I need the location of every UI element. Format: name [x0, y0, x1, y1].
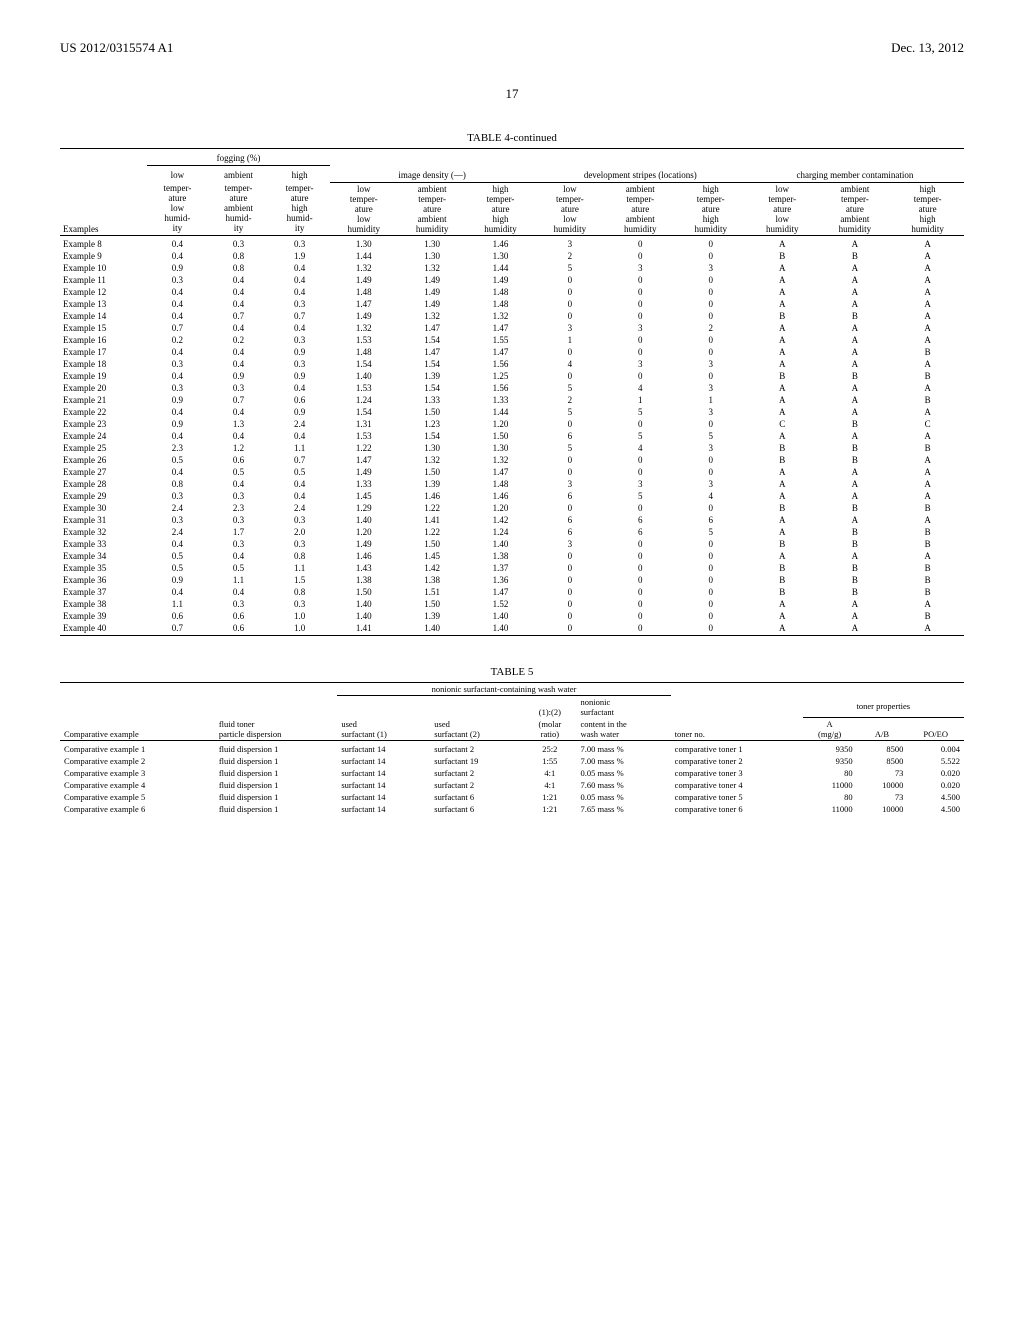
table-row: Comparative example 1fluid dispersion 1s…: [60, 743, 964, 755]
table-row: Example 390.60.61.01.401.391.40000AAB: [60, 610, 964, 622]
table-row: Comparative example 4fluid dispersion 1s…: [60, 779, 964, 791]
table-row: Example 160.20.20.31.531.541.55100AAA: [60, 334, 964, 346]
table-row: Example 210.90.70.61.241.331.33211AAB: [60, 394, 964, 406]
table-row: Comparative example 2fluid dispersion 1s…: [60, 755, 964, 767]
table5-title: TABLE 5: [60, 666, 964, 678]
table-row: Example 340.50.40.81.461.451.38000AAA: [60, 550, 964, 562]
table-row: Example 200.30.30.41.531.541.56543AAA: [60, 382, 964, 394]
table-row: Example 370.40.40.81.501.511.47000BBB: [60, 586, 964, 598]
table-row: Comparative example 3fluid dispersion 1s…: [60, 767, 964, 779]
table-row: Example 302.42.32.41.291.221.20000BBB: [60, 502, 964, 514]
table-row: Example 80.40.30.31.301.301.46300AAA: [60, 238, 964, 250]
table-row: Example 90.40.81.91.441.301.30200BBA: [60, 250, 964, 262]
table5: nonionic surfactant-containing wash wate…: [60, 682, 964, 816]
table-row: Example 100.90.80.41.321.321.44533AAA: [60, 262, 964, 274]
table-row: Example 290.30.30.41.451.461.46654AAA: [60, 490, 964, 502]
table-row: Example 252.31.21.11.221.301.30543BBB: [60, 442, 964, 454]
table-row: Example 360.91.11.51.381.381.36000BBB: [60, 574, 964, 586]
table-row: Comparative example 6fluid dispersion 1s…: [60, 803, 964, 815]
table-row: Example 310.30.30.31.401.411.42666AAA: [60, 514, 964, 526]
table4-title: TABLE 4-continued: [60, 132, 964, 144]
table-row: Example 240.40.40.41.531.541.50655AAA: [60, 430, 964, 442]
page-number: 17: [60, 86, 964, 102]
t5-comp-hdr: Comparative example: [60, 718, 215, 741]
table-row: Example 330.40.30.31.491.501.40300BBB: [60, 538, 964, 550]
table-row: Example 130.40.40.31.471.491.48000AAA: [60, 298, 964, 310]
table-row: Example 110.30.40.41.491.491.49000AAA: [60, 274, 964, 286]
t5-wash: nonionic surfactant-containing wash wate…: [337, 682, 670, 695]
table-row: Example 350.50.51.11.431.421.37000BBB: [60, 562, 964, 574]
t4-stripes: development stripes (locations): [535, 166, 746, 183]
t4-fogging: fogging (%): [147, 149, 329, 166]
table-row: Example 220.40.40.91.541.501.44553AAA: [60, 406, 964, 418]
doc-date: Dec. 13, 2012: [891, 40, 964, 56]
table-row: Example 190.40.90.91.401.391.25000BBB: [60, 370, 964, 382]
table-row: Example 180.30.40.31.541.541.56433AAA: [60, 358, 964, 370]
table-row: Example 150.70.40.41.321.471.47332AAA: [60, 322, 964, 334]
table-row: Example 170.40.40.91.481.471.47000AAB: [60, 346, 964, 358]
page-header: US 2012/0315574 A1 Dec. 13, 2012: [60, 40, 964, 56]
t4-density: image density (—): [330, 166, 535, 183]
table4: fogging (%) low ambient high image densi…: [60, 148, 964, 636]
table-row: Comparative example 5fluid dispersion 1s…: [60, 791, 964, 803]
table-row: Example 230.91.32.41.311.231.20000CBC: [60, 418, 964, 430]
table-row: Example 270.40.50.51.491.501.47000AAA: [60, 466, 964, 478]
table-row: Example 260.50.60.71.471.321.32000BBA: [60, 454, 964, 466]
table-row: Example 280.80.40.41.331.391.48333AAA: [60, 478, 964, 490]
table-row: Example 400.70.61.01.411.401.40000AAA: [60, 622, 964, 634]
table-row: Example 322.41.72.01.201.221.24665ABB: [60, 526, 964, 538]
t4-examples-hdr: Examples: [60, 182, 147, 235]
table-row: Example 381.10.30.31.401.501.52000AAA: [60, 598, 964, 610]
t4-charging: charging member contamination: [746, 166, 964, 183]
doc-id: US 2012/0315574 A1: [60, 40, 173, 56]
table-row: Example 140.40.70.71.491.321.32000BBA: [60, 310, 964, 322]
table-row: Example 120.40.40.41.481.491.48000AAA: [60, 286, 964, 298]
t5-tonerprops: toner properties: [803, 695, 964, 718]
